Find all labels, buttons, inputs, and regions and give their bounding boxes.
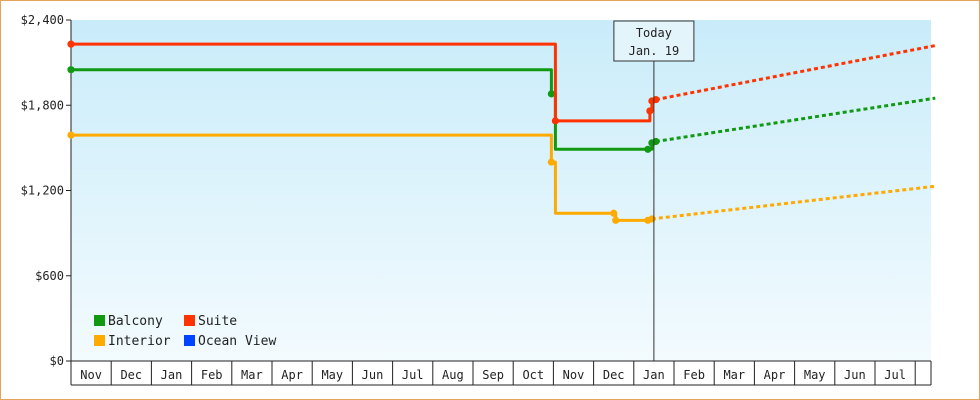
x-tick-label: Jan bbox=[161, 368, 183, 382]
interior-point bbox=[612, 216, 620, 224]
x-tick-label: Aug bbox=[442, 368, 464, 382]
balcony-point bbox=[547, 90, 555, 98]
legend-swatch-interior bbox=[94, 335, 105, 346]
suite-point bbox=[67, 40, 75, 48]
x-tick-label: Feb bbox=[201, 368, 223, 382]
legend: Balcony Suite Interior Ocean View bbox=[94, 314, 276, 349]
x-tick-label: Jun bbox=[844, 368, 866, 382]
tick-labels: $0 $600 $1,200 $1,800 $2,400 Nov Dec Jan Feb Mar A… bbox=[21, 13, 906, 382]
today-box bbox=[613, 20, 695, 62]
legend-label-suite: Suite bbox=[198, 314, 237, 329]
series-lines bbox=[67, 40, 936, 224]
x-tick-label: May bbox=[804, 368, 826, 382]
interior-point bbox=[67, 131, 75, 139]
y-tick-label: $1,200 bbox=[21, 184, 64, 198]
today-label: Today bbox=[636, 26, 672, 40]
legend-label-ocean-view: Ocean View bbox=[198, 334, 276, 349]
y-tick-label: $0 bbox=[50, 354, 64, 368]
x-tick-label: Jan bbox=[643, 368, 665, 382]
balcony-point bbox=[67, 66, 75, 74]
interior-forecast-line bbox=[651, 184, 936, 221]
x-tick-label: Jun bbox=[362, 368, 384, 382]
x-tick-label: Feb bbox=[683, 368, 705, 382]
legend-swatch-suite bbox=[184, 315, 195, 326]
legend-label-interior: Interior bbox=[108, 334, 171, 349]
x-tick-label: May bbox=[321, 368, 343, 382]
x-tick-label: Dec bbox=[120, 368, 142, 382]
y-tick-label: $600 bbox=[35, 269, 64, 283]
x-tick-label: Mar bbox=[241, 368, 263, 382]
legend-swatch-balcony bbox=[94, 315, 105, 326]
x-tick-label: Jul bbox=[402, 368, 424, 382]
x-tick-label: Sep bbox=[482, 368, 504, 382]
x-tick-label: Apr bbox=[764, 368, 786, 382]
x-tick-label: Dec bbox=[603, 368, 625, 382]
suite-point bbox=[646, 107, 654, 115]
y-tick-label: $2,400 bbox=[21, 13, 64, 27]
interior-point bbox=[547, 158, 555, 166]
suite-point bbox=[551, 117, 560, 125]
axes bbox=[66, 19, 932, 386]
x-tick-label: Mar bbox=[723, 368, 745, 382]
x-tick-label: Nov bbox=[80, 368, 102, 382]
x-tick-label: Nov bbox=[563, 368, 585, 382]
balcony-point bbox=[644, 145, 652, 153]
today-marker: Today Jan. 19 bbox=[613, 20, 695, 361]
today-date: Jan. 19 bbox=[629, 44, 680, 58]
interior-point bbox=[610, 209, 618, 217]
balcony-forecast-line bbox=[655, 96, 936, 143]
legend-label-balcony: Balcony bbox=[108, 314, 163, 329]
x-tick-label: Apr bbox=[281, 368, 303, 382]
plot-background bbox=[71, 20, 931, 361]
y-tick-label: $1,800 bbox=[21, 98, 64, 112]
suite-forecast-line bbox=[655, 44, 936, 102]
x-tick-label: Oct bbox=[522, 368, 544, 382]
legend-swatch-ocean-view bbox=[184, 335, 195, 346]
x-tick-label: Jul bbox=[884, 368, 906, 382]
